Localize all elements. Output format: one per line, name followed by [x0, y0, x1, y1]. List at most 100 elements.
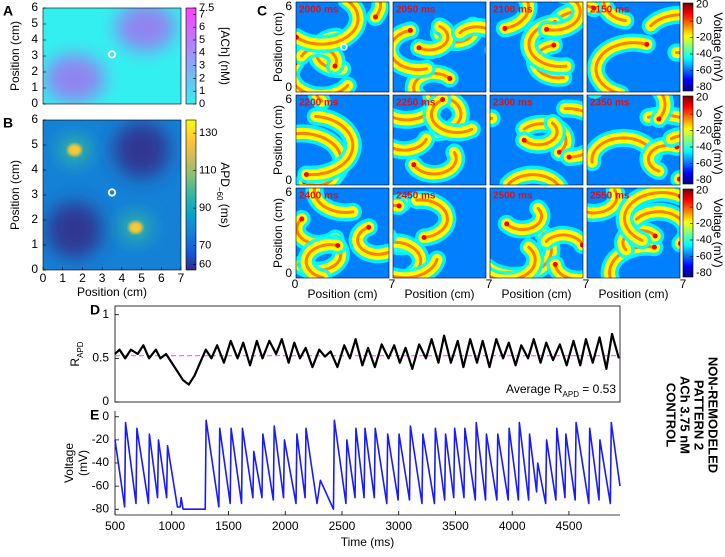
frame-time: 2100 ms [493, 5, 533, 16]
x-tick-label: 4500 [556, 519, 583, 533]
colorbar [682, 2, 694, 92]
x-tick-label: 7 [178, 271, 185, 285]
y-tick-label: 0 [285, 173, 292, 187]
x-tick-label: 2 [79, 271, 86, 285]
frame-time: 2500 ms [493, 191, 533, 202]
x-tick-label: 0 [40, 271, 47, 285]
frame-time: 2050 ms [396, 5, 436, 16]
colorbar-tick-label: 110 [199, 165, 217, 177]
y-tick-label: 1 [102, 307, 109, 321]
frame-time: 2550 ms [590, 191, 630, 202]
y-tick-label: 2 [31, 212, 38, 226]
y-tick-label: -80 [92, 501, 110, 515]
colorbar-tick-label: 3 [199, 60, 205, 72]
colorbar-tick-label: -40 [696, 48, 712, 60]
colorbar-tick-label: 20 [696, 185, 708, 197]
y-tick-label: 0 [102, 394, 109, 408]
x-tick-label: 2000 [272, 519, 299, 533]
data-line [114, 419, 621, 511]
label-part: Voltage (mV) [711, 105, 725, 174]
colorbar-tick-label: -20 [696, 31, 712, 43]
y-tick-label: 6 [31, 112, 38, 126]
data-line [114, 332, 620, 386]
colorbar-tick-label: -20 [696, 217, 712, 229]
frame-time: 2450 ms [396, 191, 436, 202]
y-axis-label: Position (cm) [271, 105, 285, 175]
colorbar-tick-label: 1 [199, 85, 205, 97]
frame-time: 2000 ms [299, 5, 339, 16]
label-part: [ACh] (nM) [218, 27, 232, 85]
frame-time: 2300 ms [493, 98, 533, 109]
x-tick-label: 1000 [158, 519, 185, 533]
colorbar-tick-label: 130 [199, 127, 217, 139]
x-tick-label: 5 [138, 271, 145, 285]
panel-letter: B [3, 115, 13, 131]
colorbar-tick-label: -80 [696, 81, 712, 93]
colorbar-tick-label: -80 [696, 267, 712, 279]
marker [107, 50, 117, 59]
colorbar-tick-label: -40 [696, 141, 712, 153]
frame-time: 2250 ms [396, 98, 436, 109]
colorbar-tick-label: 0 [199, 98, 205, 110]
x-tick-label: 3000 [385, 519, 412, 533]
y-tick-label: 0 [31, 262, 38, 276]
x-axis-label: Position (cm) [404, 287, 474, 301]
label-part: Voltage (mV) [711, 12, 725, 81]
colorbar-tick-label: 2 [199, 72, 205, 84]
y-tick-label: 3 [31, 187, 38, 201]
y-tick-label: 3 [31, 48, 38, 62]
y-tick-label: 6 [285, 0, 292, 13]
label-part: APD [76, 341, 85, 358]
colorbar-tick-label: 7 [199, 8, 205, 20]
y-tick-label: -20 [92, 432, 110, 446]
label-part: (ms) [218, 200, 232, 227]
y-tick-label: 0 [285, 266, 292, 280]
frame-time: 2150 ms [590, 5, 630, 16]
colorbar-tick-label: 70 [199, 240, 211, 252]
x-tick-label: 7 [389, 277, 396, 291]
y-tick-label: 1 [31, 80, 38, 94]
colorbar-tick-label: 0 [696, 15, 702, 27]
colorbar-tick-label: -60 [696, 157, 712, 169]
x-tick-label: 4000 [499, 519, 526, 533]
x-tick-label: 3500 [442, 519, 469, 533]
y-tick-label: 6 [31, 0, 38, 14]
label-part: Voltage (mV) [711, 198, 725, 267]
colorbar-label: APD−60 (ms) [215, 162, 231, 228]
y-axis-label: Position (cm) [271, 12, 285, 82]
x-axis-label: Position (cm) [501, 287, 571, 301]
colorbar-label: Voltage (mV) [711, 198, 725, 267]
colorbar-tick-label: 20 [696, 0, 708, 11]
x-axis-label: Position (cm) [598, 287, 668, 301]
frame-time: 2200 ms [299, 98, 339, 109]
y-axis-label: (mV) [76, 450, 90, 476]
marker [107, 188, 117, 197]
y-tick-label: 6 [285, 185, 292, 199]
colorbar-label: Voltage (mV) [711, 12, 725, 81]
x-tick-label: 500 [105, 519, 125, 533]
colorbar [185, 7, 197, 105]
colorbar-label: Voltage (mV) [711, 105, 725, 174]
x-tick-label: 2500 [329, 519, 356, 533]
condition-label: CONTROL [664, 383, 679, 447]
label-part: APD [218, 162, 232, 187]
marker [340, 43, 348, 51]
colorbar-tick-label: 20 [696, 92, 708, 104]
x-tick-label: 7 [486, 277, 493, 291]
y-axis-label: RAPD [68, 341, 84, 366]
panel-letter: C [257, 3, 267, 19]
y-tick-label: 6 [285, 92, 292, 106]
colorbar [682, 95, 694, 185]
y-tick-label: 4 [31, 162, 38, 176]
label-part: APD [563, 390, 580, 399]
y-tick-label: 5 [31, 137, 38, 151]
x-tick-label: 1500 [215, 519, 242, 533]
y-tick-label: 5 [31, 16, 38, 30]
x-axis-label: Position (cm) [77, 285, 147, 299]
colorbar [185, 119, 197, 271]
colorbar-tick-label: 60 [199, 258, 211, 270]
label-part: Average R [506, 382, 563, 396]
frame-time: 2400 ms [299, 191, 339, 202]
panel-letter: A [3, 3, 13, 19]
